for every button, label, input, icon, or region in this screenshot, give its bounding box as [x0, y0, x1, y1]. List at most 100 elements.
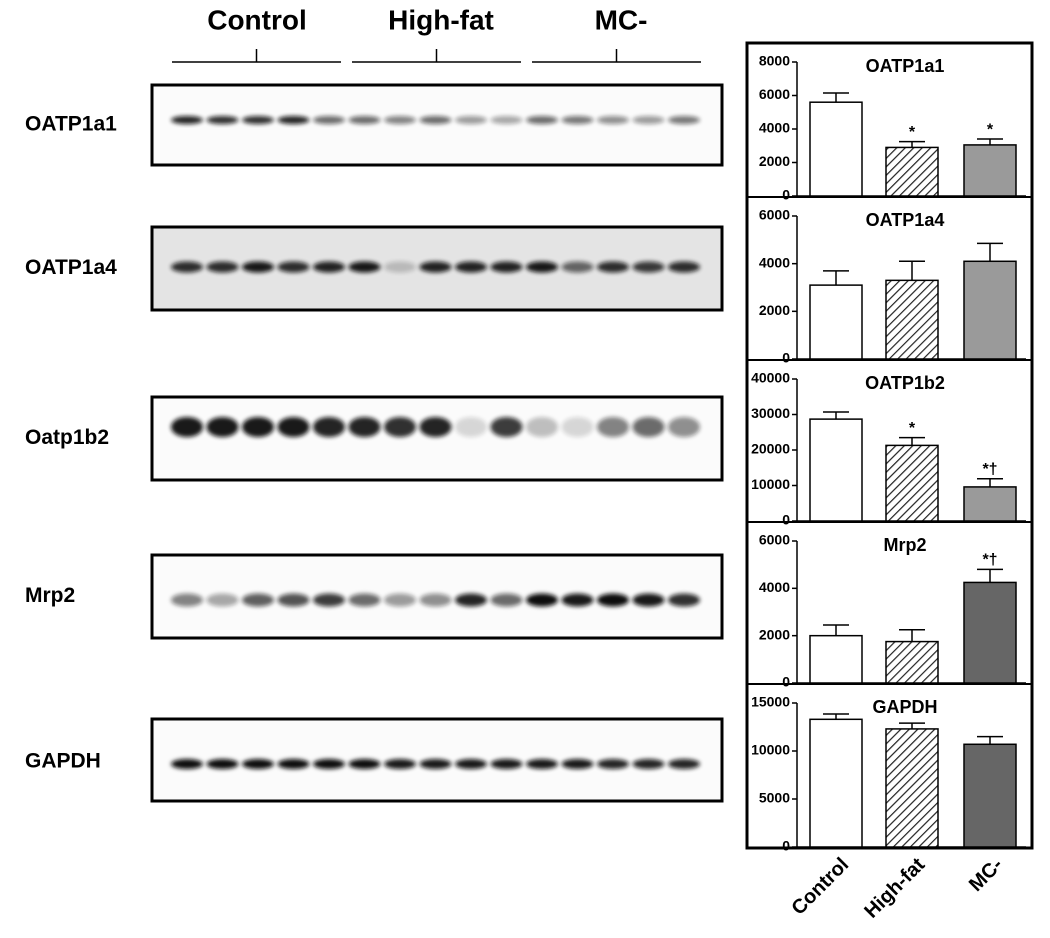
- significance-label: *†: [982, 461, 997, 478]
- blot-band: [455, 593, 487, 607]
- y-tick-label: 2000: [759, 153, 790, 169]
- blot-band: [526, 759, 558, 769]
- y-tick-label: 8000: [759, 53, 790, 69]
- bar: [885, 146, 939, 197]
- blot-band: [668, 116, 700, 124]
- y-tick-label: 0: [782, 674, 790, 690]
- blot-band: [526, 417, 558, 437]
- blot-band: [632, 759, 665, 769]
- row-label: OATP1a1: [25, 113, 117, 136]
- blot-band: [561, 759, 594, 769]
- row-label: GAPDH: [25, 750, 101, 773]
- y-tick-label: 5000: [759, 790, 790, 806]
- y-tick-label: 20000: [751, 441, 790, 457]
- blot-band: [668, 759, 700, 769]
- bar: [963, 581, 1017, 684]
- blot-band: [561, 593, 594, 607]
- y-tick-label: 4000: [759, 120, 790, 136]
- y-tick-label: 0: [782, 350, 790, 366]
- bar: [963, 743, 1017, 848]
- y-tick-label: 2000: [759, 302, 790, 318]
- blot-band: [668, 417, 700, 437]
- blot-band: [242, 116, 274, 124]
- bar: [809, 418, 863, 522]
- blot-band: [313, 116, 345, 124]
- blot-band: [490, 593, 523, 607]
- blot-band: [277, 417, 310, 437]
- blot-band: [348, 261, 381, 273]
- blot-band: [632, 261, 665, 273]
- blot-band: [384, 759, 416, 769]
- blot-band: [632, 116, 665, 124]
- group-label: High-fat: [388, 4, 494, 35]
- blot-band: [632, 593, 665, 607]
- blot-band: [313, 593, 345, 607]
- blot-band: [526, 593, 558, 607]
- blot-band: [455, 417, 487, 437]
- bar: [963, 260, 1017, 360]
- bar: [963, 144, 1017, 197]
- blot-band: [277, 759, 310, 769]
- blot-image: [150, 83, 724, 167]
- blot-band: [242, 261, 274, 273]
- significance-label: *: [909, 124, 916, 141]
- blot-band: [561, 116, 594, 124]
- blot-band: [313, 759, 345, 769]
- y-tick-label: 0: [782, 187, 790, 203]
- blot-band: [597, 593, 629, 607]
- y-tick-label: 0: [782, 838, 790, 854]
- row-label: Oatp1b2: [25, 426, 109, 449]
- blot-band: [526, 116, 558, 124]
- blot-band: [171, 759, 203, 769]
- group-label: MC-: [595, 4, 648, 35]
- blot-band: [206, 593, 239, 607]
- blot-band: [348, 593, 381, 607]
- blot-band: [206, 417, 239, 437]
- blot-band: [597, 261, 629, 273]
- y-tick-label: 30000: [751, 405, 790, 421]
- blot-band: [277, 593, 310, 607]
- blot-band: [490, 417, 523, 437]
- bar: [809, 634, 863, 684]
- blot-band: [455, 759, 487, 769]
- row-label: OATP1a4: [25, 256, 117, 279]
- y-tick-label: 4000: [759, 254, 790, 270]
- blot-band: [419, 593, 452, 607]
- blot-band: [206, 261, 239, 273]
- y-tick-label: 40000: [751, 370, 790, 386]
- blot-band: [206, 116, 239, 124]
- blot-band: [455, 261, 487, 273]
- blot-image: [150, 395, 724, 482]
- bar: [963, 486, 1017, 522]
- blot-band: [561, 261, 594, 273]
- y-tick-label: 6000: [759, 532, 790, 548]
- blot-band: [384, 116, 416, 124]
- blot-band: [384, 261, 416, 273]
- blot-band: [419, 116, 452, 124]
- chart-title: OATP1a1: [866, 56, 945, 76]
- charts: 0 2000 4000 6000 8000 OATP1a1 * * 0 2000 4000 6000 O…: [747, 53, 1032, 923]
- y-tick-label: 10000: [751, 476, 790, 492]
- bar: [809, 718, 863, 848]
- blot-band: [348, 417, 381, 437]
- blot-band: [348, 116, 381, 124]
- significance-label: *: [987, 121, 994, 138]
- chart-title: OATP1b2: [865, 373, 945, 393]
- blot-band: [597, 116, 629, 124]
- blot-band: [419, 417, 452, 437]
- blot-band: [171, 593, 203, 607]
- y-tick-label: 2000: [759, 626, 790, 642]
- bar: [885, 279, 939, 360]
- chart-title: GAPDH: [872, 697, 937, 717]
- y-tick-label: 15000: [751, 694, 790, 710]
- blot-band: [455, 116, 487, 124]
- y-tick-label: 10000: [751, 742, 790, 758]
- blot-band: [419, 261, 452, 273]
- bar: [809, 101, 863, 197]
- blot-band: [348, 759, 381, 769]
- group-label: Control: [207, 4, 307, 35]
- bar: [809, 284, 863, 360]
- chart-title: Mrp2: [883, 535, 926, 555]
